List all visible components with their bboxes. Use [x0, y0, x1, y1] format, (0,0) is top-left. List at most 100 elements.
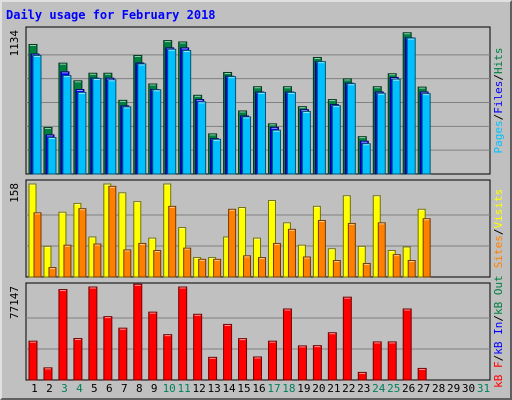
- bar-body: [271, 129, 281, 175]
- bar-body: [208, 356, 218, 381]
- bar-body: [193, 313, 203, 381]
- bar-sites: [48, 267, 57, 278]
- bar-sites: [317, 219, 326, 278]
- panel-legend: Pages/Files/Hits: [492, 48, 505, 154]
- day-label: 16: [252, 382, 265, 395]
- bar-sites: [407, 260, 416, 278]
- day-label: 8: [136, 382, 143, 395]
- bar-body: [287, 228, 296, 278]
- bar-kb-f: [387, 341, 397, 381]
- bar-sites: [228, 208, 237, 278]
- bar-body: [58, 211, 67, 278]
- day-label: 19: [297, 382, 310, 395]
- bar-body: [133, 201, 142, 278]
- bar-body: [43, 367, 53, 381]
- bar-body: [342, 296, 352, 381]
- legend-separator: /: [492, 114, 505, 121]
- day-label: 4: [76, 382, 83, 395]
- bar-body: [377, 222, 386, 278]
- bar-body: [332, 260, 341, 278]
- bar-body: [137, 63, 147, 175]
- bar-body: [376, 92, 386, 175]
- bar-sites: [138, 242, 147, 278]
- bar-body: [138, 242, 147, 278]
- bar-body: [316, 61, 326, 175]
- bar-pages: [257, 91, 267, 175]
- legend-kb-in: kB In: [492, 322, 505, 355]
- day-label: 3: [61, 382, 68, 395]
- bar-body: [197, 101, 207, 175]
- bar-kb-f: [43, 367, 53, 381]
- bar-kb-f: [163, 334, 173, 381]
- legend-kb-out: kB Out: [492, 275, 505, 315]
- bar-body: [92, 78, 102, 175]
- bar-body: [88, 286, 98, 381]
- bar-body: [357, 371, 367, 381]
- bar-body: [301, 110, 311, 175]
- bar-body: [212, 138, 222, 175]
- bar-body: [123, 249, 132, 278]
- bar-sites: [213, 258, 222, 278]
- panel-ymax-label: 1134: [8, 30, 21, 57]
- bar-kb-f: [58, 289, 68, 381]
- bar-pages: [227, 76, 237, 175]
- bar-body: [362, 262, 371, 278]
- bar-pages: [316, 61, 326, 175]
- day-label: 30: [462, 382, 475, 395]
- day-label: 17: [267, 382, 280, 395]
- bar-body: [213, 258, 222, 278]
- bar-sites: [272, 242, 281, 278]
- bar-body: [282, 308, 292, 381]
- bar-body: [118, 327, 128, 381]
- legend-pages: Pages: [492, 120, 505, 153]
- bar-body: [387, 341, 397, 381]
- day-label: 6: [106, 382, 113, 395]
- bar-pages: [301, 110, 311, 175]
- day-label: 2: [46, 382, 53, 395]
- bar-visits: [238, 207, 247, 278]
- bar-body: [257, 91, 267, 175]
- bar-body: [133, 283, 143, 381]
- bar-kb-f: [312, 345, 322, 381]
- bar-pages: [167, 48, 177, 175]
- bar-body: [422, 218, 431, 278]
- panel-ymax-label: 158: [8, 183, 21, 203]
- day-label: 23: [357, 382, 370, 395]
- bar-body: [421, 93, 431, 175]
- bar-pages: [107, 79, 117, 175]
- bar-sites: [78, 208, 87, 278]
- day-label: 22: [342, 382, 355, 395]
- bar-body: [167, 48, 177, 175]
- day-label: 21: [327, 382, 340, 395]
- bar-body: [267, 199, 276, 278]
- day-label: 31: [477, 382, 490, 395]
- bar-sites: [93, 243, 102, 278]
- day-label: 1: [31, 382, 38, 395]
- bar-body: [302, 256, 311, 278]
- bar-body: [327, 332, 337, 381]
- bar-kb-f: [178, 286, 188, 381]
- bar-pages: [242, 116, 252, 175]
- legend-separator: /: [492, 315, 505, 322]
- bar-sites: [198, 258, 207, 278]
- bar-pages: [197, 101, 207, 175]
- bar-kb-f: [342, 296, 352, 381]
- bar-pages: [421, 93, 431, 175]
- bar-kb-f: [357, 371, 367, 381]
- bar-body: [107, 79, 117, 175]
- bar-sites: [63, 244, 72, 278]
- day-label: 28: [432, 382, 445, 395]
- bar-sites: [168, 205, 177, 278]
- bar-body: [417, 367, 427, 381]
- bar-body: [272, 242, 281, 278]
- bar-body: [407, 260, 416, 278]
- bar-kb-f: [372, 341, 382, 381]
- bar-body: [168, 205, 177, 278]
- bar-body: [227, 76, 237, 175]
- bar-kb-f: [133, 283, 143, 381]
- bar-body: [267, 340, 277, 381]
- bar-body: [103, 316, 113, 381]
- bar-body: [347, 222, 356, 278]
- day-label: 18: [282, 382, 295, 395]
